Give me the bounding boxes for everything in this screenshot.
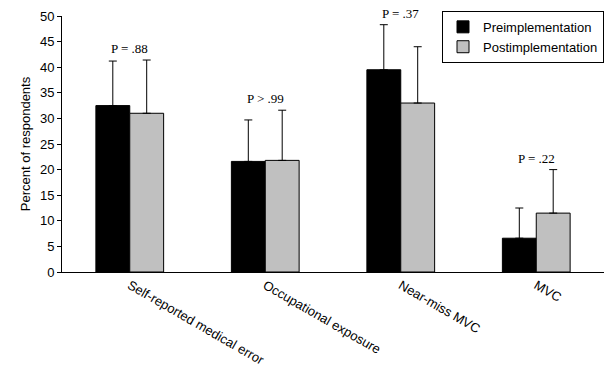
svg-text:10: 10 (40, 213, 54, 228)
svg-text:20: 20 (40, 162, 54, 177)
svg-text:Occupational exposure: Occupational exposure (261, 277, 384, 356)
svg-text:0: 0 (47, 265, 54, 280)
svg-text:Self-reported medical error: Self-reported medical error (125, 277, 267, 368)
svg-text:P = .88: P = .88 (111, 41, 148, 56)
svg-text:Postimplementation: Postimplementation (483, 40, 597, 55)
svg-text:Percent of respondents: Percent of respondents (18, 76, 33, 211)
svg-text:P = .37: P = .37 (382, 6, 419, 21)
svg-text:35: 35 (40, 85, 54, 100)
svg-text:25: 25 (40, 137, 54, 152)
svg-text:15: 15 (40, 188, 54, 203)
svg-text:P = .22: P = .22 (518, 151, 555, 166)
svg-text:MVC: MVC (532, 277, 565, 304)
svg-text:45: 45 (40, 34, 54, 49)
svg-text:30: 30 (40, 111, 54, 126)
svg-text:5: 5 (47, 239, 54, 254)
svg-text:Near-miss MVC: Near-miss MVC (396, 277, 483, 336)
svg-text:50: 50 (40, 9, 54, 24)
svg-text:Preimplementation: Preimplementation (483, 20, 591, 35)
svg-text:40: 40 (40, 60, 54, 75)
svg-text:P > .99: P > .99 (247, 91, 284, 106)
